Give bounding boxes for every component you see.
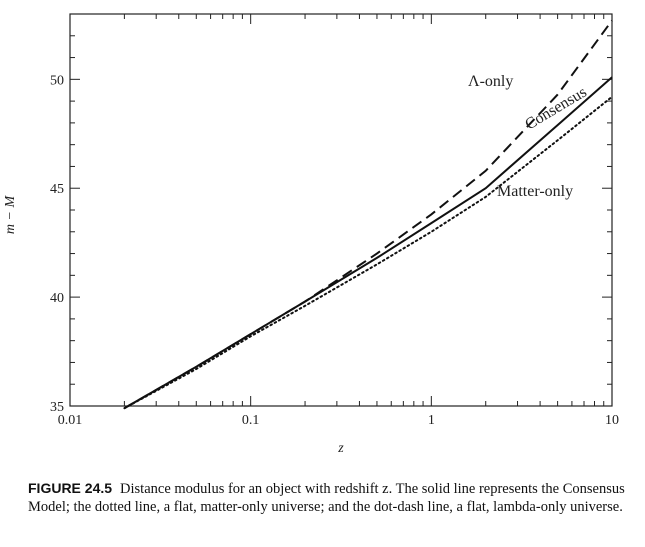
lambda-only-annotation: Λ-only	[468, 73, 513, 90]
caption-text: Distance modulus for an object with reds…	[28, 481, 625, 515]
consensus-line	[123, 76, 613, 410]
plot-frame	[69, 13, 613, 407]
x-axis-label: z	[337, 441, 344, 456]
y-axis-label: m − M	[3, 195, 18, 235]
y-tick-label: 40	[50, 291, 64, 306]
lambda-only-line	[123, 19, 613, 410]
x-tick-label: 10	[605, 413, 619, 428]
figure-caption: FIGURE 24.5 Distance modulus for an objec…	[28, 479, 628, 516]
matter-only-annotation: Matter-only	[497, 183, 573, 200]
x-tick-label: 0.01	[58, 413, 83, 428]
y-tick-label: 35	[50, 400, 64, 415]
y-tick-label: 50	[50, 73, 64, 88]
x-tick-label: 1	[428, 413, 435, 428]
x-tick-label: 0.1	[242, 413, 260, 428]
series-layer	[123, 19, 613, 410]
y-tick-label: 45	[50, 182, 64, 197]
figure-label: FIGURE 24.5	[28, 480, 113, 496]
y-axis-ticks: 35 40 45 50	[50, 13, 612, 415]
matter-only-line	[123, 95, 613, 410]
x-axis-ticks: 0.01 0.1 1 10	[58, 14, 619, 428]
